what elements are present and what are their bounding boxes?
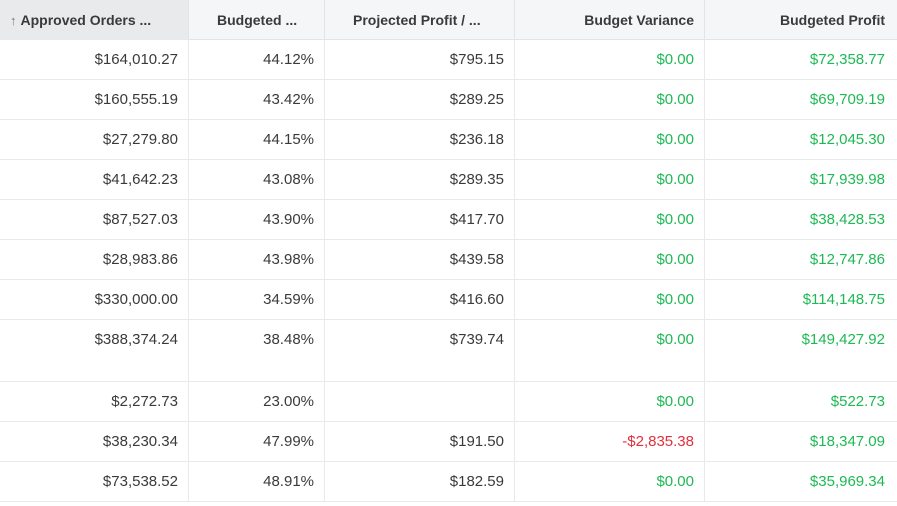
cell-budgeted[interactable]: 43.42%	[189, 80, 325, 120]
column-header-budgeted[interactable]: Budgeted ...	[189, 0, 325, 40]
table-row[interactable]: $330,000.00 34.59% $416.60 $0.00 $114,148.75	[0, 280, 897, 320]
cell-approved-orders[interactable]: $87,527.03	[0, 200, 189, 240]
cell-budgeted-profit[interactable]: $35,969.34	[809, 473, 885, 490]
cell-budgeted[interactable]: 23.00%	[189, 382, 325, 422]
cell-budget-variance[interactable]: $0.00	[515, 382, 705, 422]
table-row[interactable]: $164,010.27 44.12% $795.15 $0.00 $72,358.77	[0, 40, 897, 80]
cell-budget-variance[interactable]: $0.00	[515, 120, 705, 160]
table-row[interactable]: $388,374.24 38.48% $739.74 $0.00 $149,427.92	[0, 320, 897, 382]
cell-approved-orders[interactable]: $388,374.24	[0, 320, 189, 382]
column-header-label: Projected Profit / ...	[353, 12, 481, 28]
cell-approved-orders[interactable]: $164,010.27	[0, 40, 189, 80]
cell-projected-profit[interactable]: $795.15	[325, 40, 515, 80]
cell-projected-profit[interactable]: $236.18	[325, 120, 515, 160]
cell-budget-variance[interactable]: $0.00	[515, 200, 705, 240]
cell-projected-profit[interactable]: $182.59	[325, 462, 515, 502]
cell-projected-profit[interactable]: $191.50	[325, 422, 515, 462]
cell-budget-variance[interactable]: $0.00	[515, 280, 705, 320]
cell-budgeted-profit[interactable]: $69,709.19	[809, 91, 885, 108]
cell-approved-orders[interactable]: $160,555.19	[0, 80, 189, 120]
cell-projected-profit[interactable]: $439.58	[325, 240, 515, 280]
cell-budget-variance[interactable]: $0.00	[515, 320, 705, 382]
cell-approved-orders[interactable]: $73,538.52	[0, 462, 189, 502]
cell-budgeted[interactable]: 48.91%	[189, 462, 325, 502]
cell-budget-variance[interactable]: -$2,835.38	[515, 422, 705, 462]
cell-budgeted[interactable]: 44.15%	[189, 120, 325, 160]
cell-budgeted[interactable]: 34.59%	[189, 280, 325, 320]
cell-budgeted-profit[interactable]: $522.73	[830, 393, 885, 410]
column-header-label: Approved Orders ...	[20, 12, 152, 28]
sort-ascending-icon[interactable]: ↑	[10, 13, 17, 28]
cell-projected-profit[interactable]: $416.60	[325, 280, 515, 320]
cell-approved-orders[interactable]: $330,000.00	[0, 280, 189, 320]
table-row[interactable]: $73,538.52 48.91% $182.59 $0.00 $35,969.34	[0, 462, 897, 502]
cell-budgeted-profit[interactable]: $18,347.09	[809, 433, 885, 450]
table-row[interactable]: $27,279.80 44.15% $236.18 $0.00 $12,045.30	[0, 120, 897, 160]
cell-projected-profit[interactable]: $289.25	[325, 80, 515, 120]
cell-budgeted-profit[interactable]: $38,428.53	[809, 211, 885, 228]
cell-approved-orders[interactable]: $2,272.73	[0, 382, 189, 422]
cell-projected-profit[interactable]: $417.70	[325, 200, 515, 240]
table-row[interactable]: $28,983.86 43.98% $439.58 $0.00 $12,747.86	[0, 240, 897, 280]
cell-budgeted-profit[interactable]: $114,148.75	[802, 291, 885, 308]
cell-budgeted[interactable]: 38.48%	[189, 320, 325, 382]
table-row[interactable]: $87,527.03 43.90% $417.70 $0.00 $38,428.53	[0, 200, 897, 240]
cell-projected-profit[interactable]: $289.35	[325, 160, 515, 200]
table-row[interactable]: $160,555.19 43.42% $289.25 $0.00 $69,709.19	[0, 80, 897, 120]
cell-budgeted-profit[interactable]: $12,747.86	[809, 251, 885, 268]
cell-projected-profit[interactable]	[325, 382, 515, 422]
table-row[interactable]: $38,230.34 47.99% $191.50 -$2,835.38 $18,347…	[0, 422, 897, 462]
cell-budgeted[interactable]: 44.12%	[189, 40, 325, 80]
column-header-budgeted-profit[interactable]: Budgeted Profit	[705, 0, 897, 40]
cell-budget-variance[interactable]: $0.00	[515, 80, 705, 120]
cell-budgeted-profit[interactable]: $72,358.77	[809, 51, 885, 68]
column-header-label: Budget Variance	[584, 12, 694, 28]
cell-budgeted-profit[interactable]: $149,427.92	[801, 331, 885, 348]
cell-budgeted[interactable]: 47.99%	[189, 422, 325, 462]
column-header-approved-orders[interactable]: ↑ Approved Orders ...	[0, 0, 189, 40]
cell-approved-orders[interactable]: $28,983.86	[0, 240, 189, 280]
column-header-label: Budgeted ...	[217, 12, 298, 28]
table-header: ↑ Approved Orders ... Budgeted ... Projec…	[0, 0, 897, 40]
cell-budget-variance[interactable]: $0.00	[515, 40, 705, 80]
table-row[interactable]: $41,642.23 43.08% $289.35 $0.00 $17,939.98	[0, 160, 897, 200]
column-header-projected-profit[interactable]: Projected Profit / ...	[325, 0, 515, 40]
column-header-label: Budgeted Profit	[780, 12, 885, 28]
column-header-budget-variance[interactable]: Budget Variance	[515, 0, 705, 40]
cell-budget-variance[interactable]: $0.00	[515, 240, 705, 280]
cell-budgeted[interactable]: 43.90%	[189, 200, 325, 240]
table-row[interactable]: $2,272.73 23.00% $0.00 $522.73	[0, 382, 897, 422]
cell-approved-orders[interactable]: $41,642.23	[0, 160, 189, 200]
cell-projected-profit[interactable]: $739.74	[325, 320, 515, 382]
cell-budgeted-profit[interactable]: $17,939.98	[809, 171, 885, 188]
cell-approved-orders[interactable]: $38,230.34	[0, 422, 189, 462]
cell-budget-variance[interactable]: $0.00	[515, 462, 705, 502]
cell-approved-orders[interactable]: $27,279.80	[0, 120, 189, 160]
cell-budgeted[interactable]: 43.08%	[189, 160, 325, 200]
cell-budgeted[interactable]: 43.98%	[189, 240, 325, 280]
cell-budgeted-profit[interactable]: $12,045.30	[809, 131, 885, 148]
cell-budget-variance[interactable]: $0.00	[515, 160, 705, 200]
